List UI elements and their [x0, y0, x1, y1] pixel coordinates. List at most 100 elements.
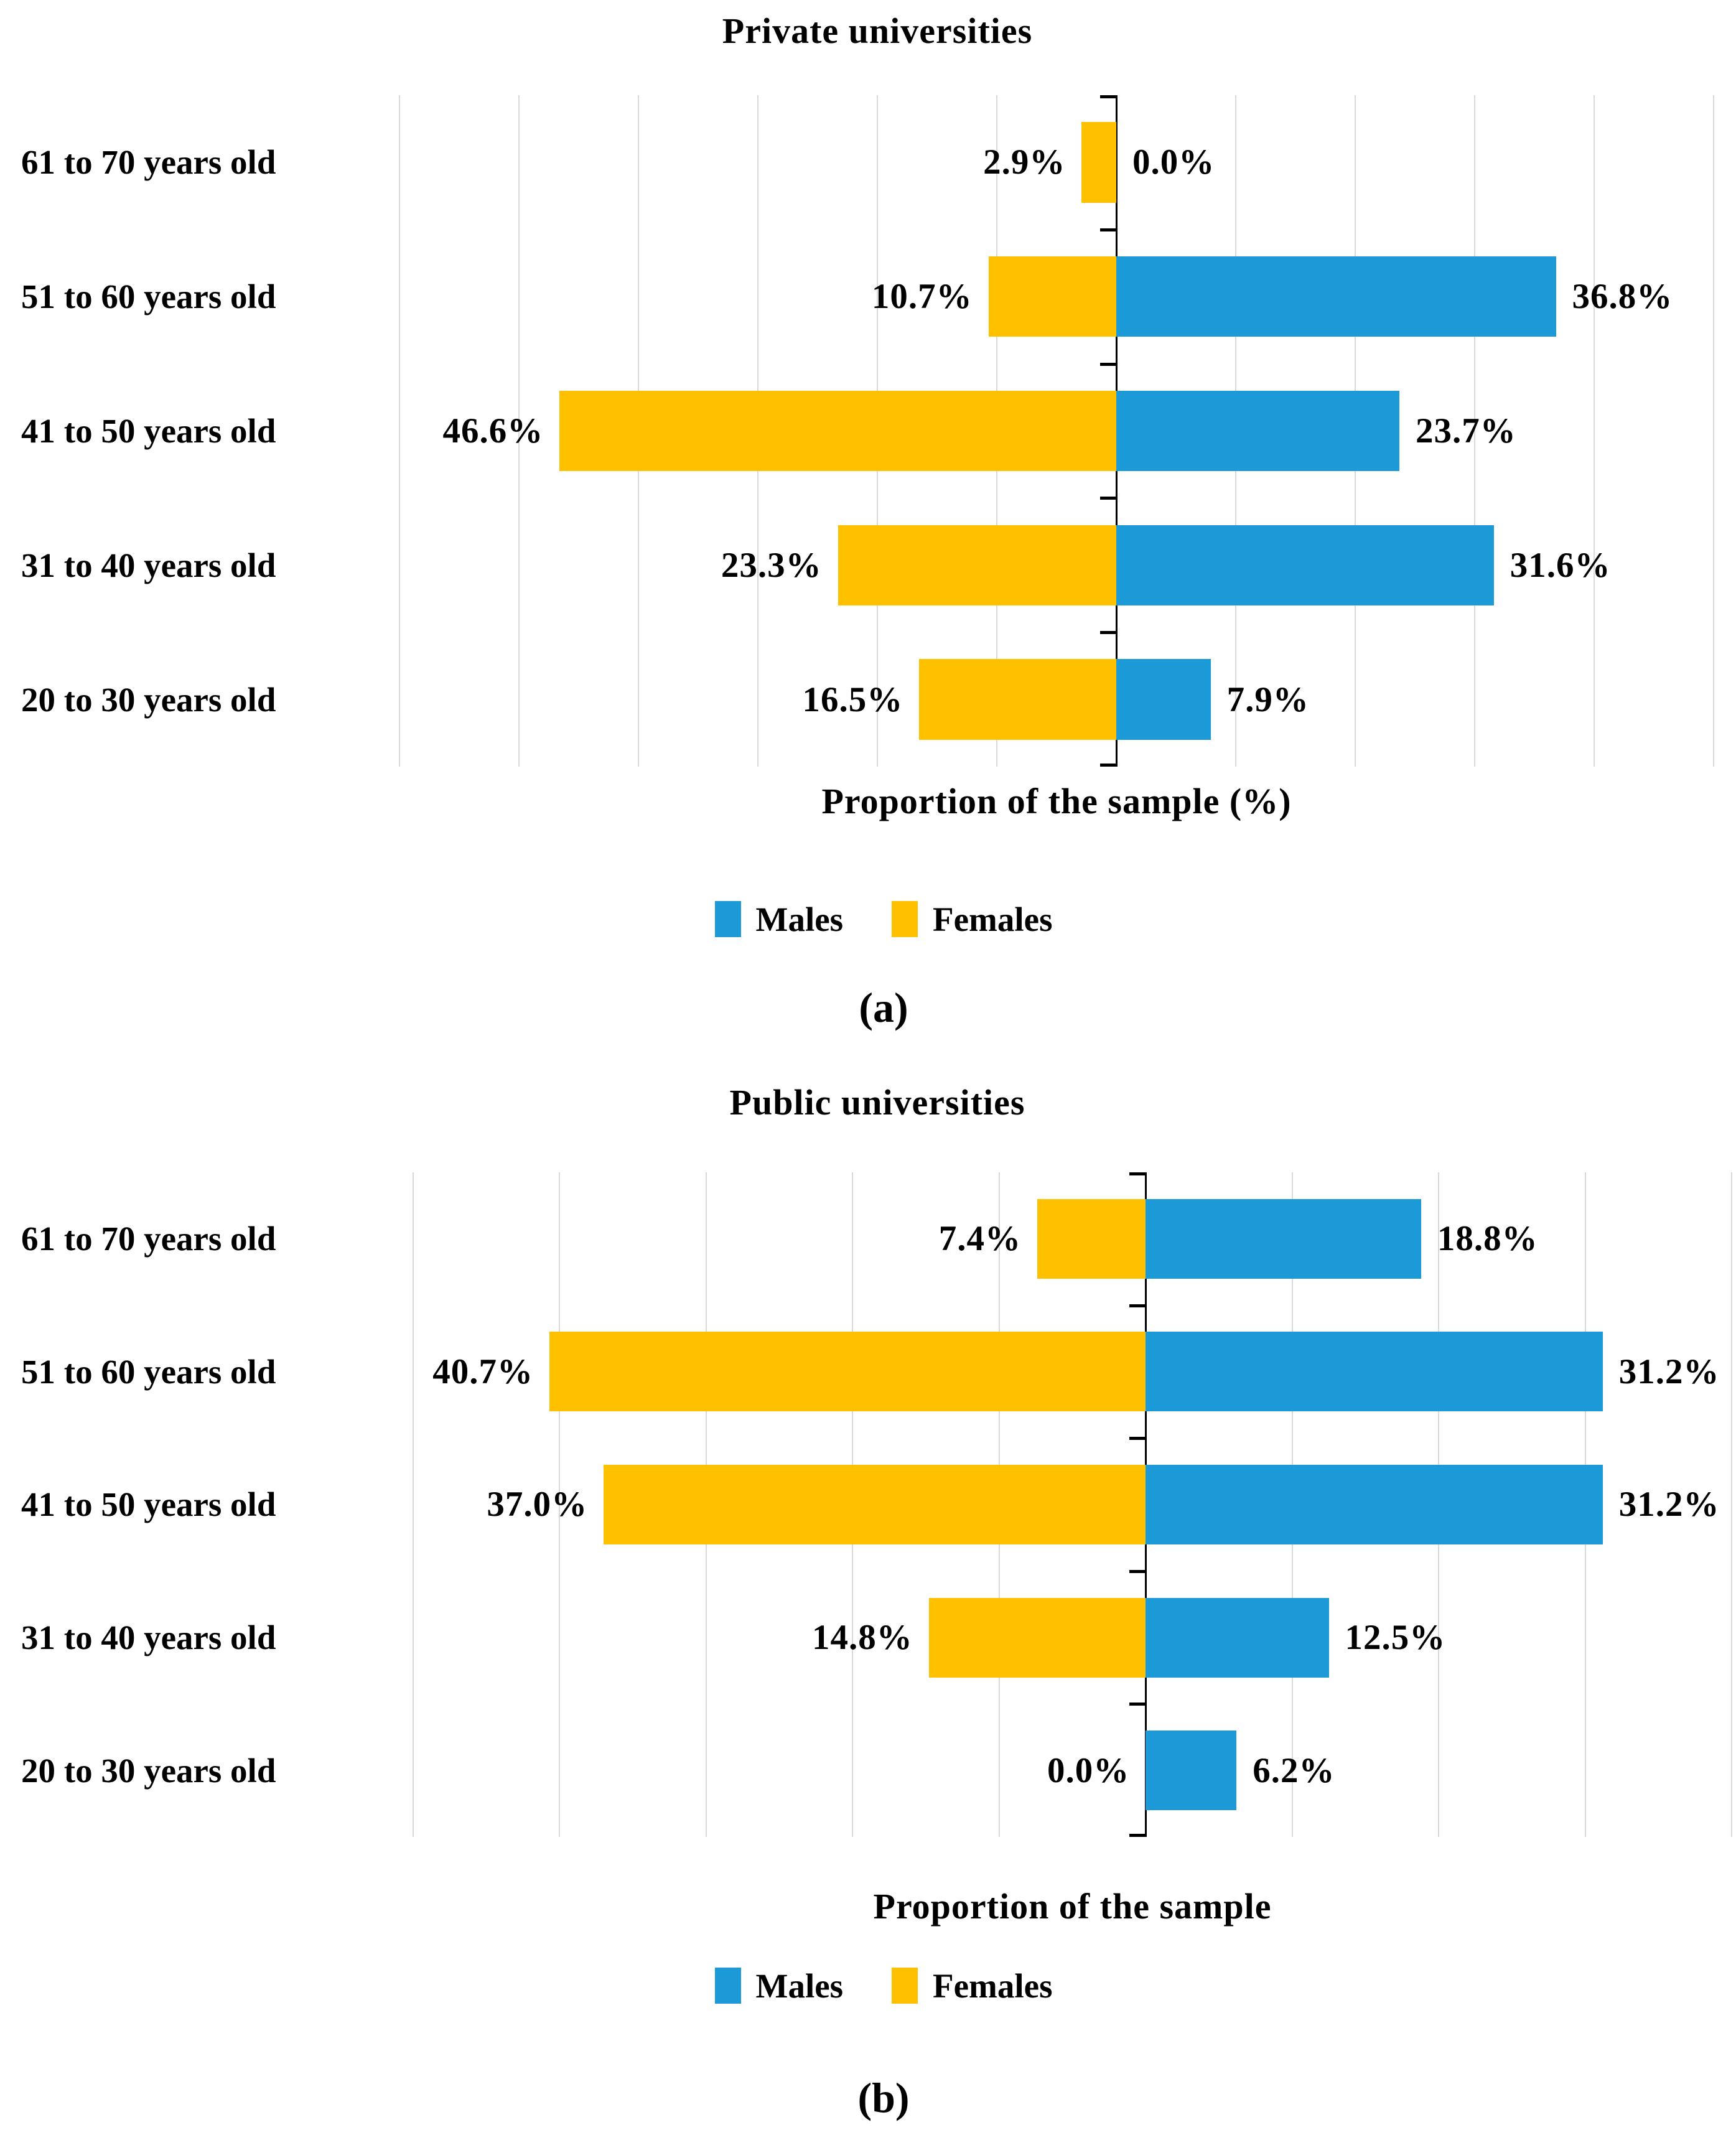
females-value-label: 2.9% [983, 142, 1066, 182]
gridline [877, 95, 878, 767]
category-label: 61 to 70 years old [21, 1220, 276, 1258]
females-value-label: 37.0% [487, 1485, 588, 1525]
gridline [518, 95, 520, 767]
males-legend-swatch [714, 901, 741, 937]
x-axis-label-b: Proportion of the sample [873, 1886, 1272, 1927]
bar-row: 40.7% 31.2% [413, 1306, 1732, 1439]
category-labels-b: 61 to 70 years old 51 to 60 years old 41 t… [21, 1172, 391, 1837]
females-value-label: 7.4% [938, 1219, 1021, 1259]
axis-tick [1100, 497, 1116, 500]
females-value-label: 0.0% [1047, 1750, 1130, 1790]
legend-item-females: Females [892, 1966, 1052, 2006]
females-legend-swatch [892, 901, 918, 937]
gridline [559, 1172, 561, 1837]
category-label: 20 to 30 years old [21, 680, 276, 719]
legend-label: Females [933, 900, 1053, 938]
category-label: 31 to 40 years old [21, 546, 276, 584]
axis-tick [1100, 228, 1116, 231]
chart-a-title: Private universities [722, 11, 1033, 51]
males-legend-swatch [714, 1968, 741, 2004]
males-bar [1146, 1198, 1421, 1279]
females-value-label: 14.8% [812, 1618, 913, 1658]
males-bar [1146, 1597, 1329, 1678]
axis-tick [1100, 95, 1116, 98]
axis-tick [1129, 1172, 1146, 1175]
axis-tick [1129, 1304, 1146, 1307]
males-value-label: 18.8% [1437, 1219, 1538, 1259]
zero-axis [1116, 95, 1118, 767]
bar-row: 16.5% 7.9% [399, 632, 1714, 767]
legend-label: Males [755, 900, 844, 938]
males-bar [1146, 1731, 1237, 1811]
x-axis-label-a: Proportion of the sample (%) [821, 781, 1292, 821]
gridline [399, 95, 400, 767]
category-label: 61 to 70 years old [21, 143, 276, 182]
gridline [996, 95, 997, 767]
gridline [705, 1172, 707, 1837]
females-bar [549, 1332, 1146, 1412]
males-bar [1116, 256, 1556, 337]
males-bar [1116, 390, 1400, 472]
legend-b: Males Females [25, 1958, 1736, 2014]
bar-row: 10.7% 36.8% [399, 230, 1714, 364]
males-value-label: 23.7% [1416, 411, 1516, 451]
females-bar [838, 525, 1116, 606]
chart-b-title: Public universities [729, 1082, 1025, 1123]
males-value-label: 31.2% [1618, 1485, 1720, 1525]
females-value-label: 23.3% [721, 545, 822, 585]
axis-tick [1129, 1437, 1146, 1441]
females-bar [559, 390, 1116, 472]
bar-row: 37.0% 31.2% [413, 1438, 1732, 1571]
females-value-label: 10.7% [871, 277, 973, 317]
legend-item-males: Males [714, 900, 844, 939]
bar-row: 7.4% 18.8% [413, 1172, 1732, 1306]
bar-row: 23.3% 31.6% [399, 498, 1714, 632]
category-label: 51 to 60 years old [21, 278, 276, 316]
axis-tick [1129, 1703, 1146, 1706]
category-label: 41 to 50 years old [21, 411, 276, 450]
males-bar [1116, 525, 1494, 606]
legend-item-males: Males [714, 1966, 843, 2006]
females-bar [1081, 122, 1116, 203]
gridline [1731, 1172, 1732, 1837]
males-value-label: 31.2% [1618, 1352, 1720, 1391]
gridline [1584, 1172, 1586, 1837]
gridline [413, 1172, 414, 1837]
bar-row: 46.6% 23.7% [399, 364, 1714, 498]
axis-tick [1100, 631, 1116, 635]
category-label: 20 to 30 years old [21, 1751, 276, 1790]
gridline [1355, 95, 1356, 767]
males-bar [1116, 659, 1211, 740]
gridline [1438, 1172, 1440, 1837]
axis-tick [1129, 1834, 1146, 1837]
legend-label: Females [933, 1966, 1053, 2005]
bar-row: 2.9% 0.0% [399, 95, 1714, 230]
axis-tick [1100, 362, 1116, 366]
males-value-label: 6.2% [1253, 1750, 1335, 1790]
gridline [757, 95, 758, 767]
gridline [998, 1172, 1000, 1837]
males-value-label: 7.9% [1226, 680, 1309, 719]
category-label: 41 to 50 years old [21, 1485, 276, 1524]
males-value-label: 12.5% [1345, 1618, 1446, 1658]
females-bar [988, 256, 1116, 337]
plot-area-a: 2.9% 0.0% 10.7% 36.8% 46.6% 23.7% 23.3% 31.6% 16… [399, 95, 1714, 767]
gridline [1291, 1172, 1293, 1837]
females-bar [1037, 1198, 1146, 1279]
plot-area-b: 7.4% 18.8% 40.7% 31.2% 37.0% 31.2% 14.8% 12.5% 0… [413, 1172, 1732, 1837]
males-value-label: 0.0% [1132, 142, 1215, 182]
axis-tick [1100, 764, 1116, 767]
females-value-label: 40.7% [432, 1352, 533, 1391]
females-legend-swatch [892, 1968, 918, 2004]
gridline [1474, 95, 1475, 767]
females-bar [928, 1597, 1146, 1678]
gridline [1116, 95, 1117, 767]
gridline [1145, 1172, 1147, 1837]
males-value-label: 36.8% [1572, 277, 1673, 317]
males-bar [1146, 1332, 1603, 1412]
category-label: 51 to 60 years old [21, 1352, 276, 1391]
bar-row: 0.0% 6.2% [413, 1704, 1732, 1837]
